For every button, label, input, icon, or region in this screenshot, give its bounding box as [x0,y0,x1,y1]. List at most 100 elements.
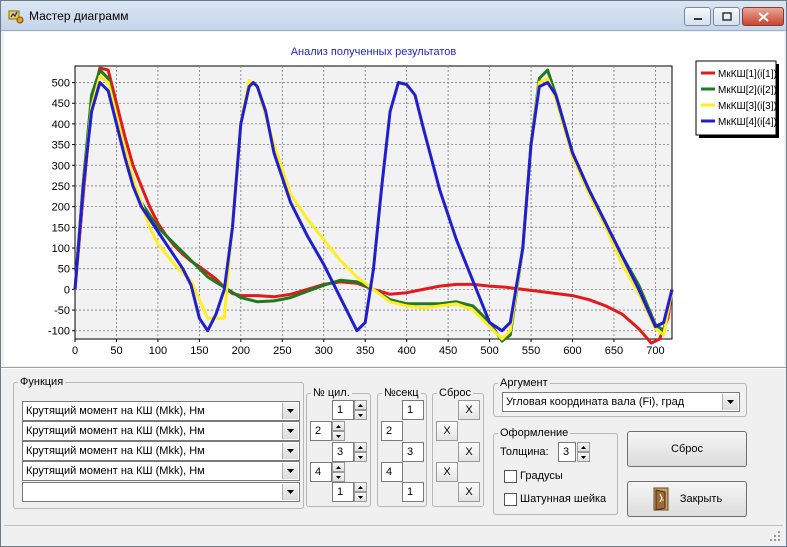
degrees-checkbox[interactable] [504,470,517,483]
function-select-1[interactable]: Крутящий момент на КШ (Mkk), Нм [22,401,300,421]
section-input-4[interactable]: 4 [381,462,403,482]
cylinder-spinner-4[interactable] [332,462,345,482]
chevron-down-icon [282,463,298,479]
x-tick-label: 50 [110,345,122,357]
cylinder-input-1[interactable]: 1 [332,400,354,420]
cylinder-group-title: № цил. [313,387,350,399]
close-button[interactable]: Закрыть [627,481,747,517]
appearance-group: Оформление [493,427,618,515]
y-tick-label: 150 [52,222,70,234]
argument-group: Аргумент [493,377,747,417]
y-tick-label: 500 [52,78,70,90]
maximize-button[interactable] [713,7,740,26]
crank-checkbox[interactable] [504,493,517,506]
spin-up-icon[interactable] [354,482,367,492]
x-tick-label: 700 [646,345,664,357]
spin-up-icon[interactable] [332,462,345,472]
section-input-3[interactable]: 3 [402,442,424,462]
cylinder-input-5[interactable]: 1 [332,482,354,502]
spin-down-icon[interactable] [354,410,367,420]
function-select-5[interactable] [22,482,300,502]
chevron-down-icon [722,394,738,410]
thickness-label: Толщина: [500,446,549,458]
thickness-input[interactable]: 3 [558,442,576,462]
section-group: №секц [377,387,427,507]
spin-up-icon[interactable] [332,421,345,431]
reset-row-2-button[interactable]: X [436,421,458,441]
door-exit-icon [653,487,669,511]
spin-up-icon[interactable] [354,400,367,410]
y-tick-label: 450 [52,98,70,110]
argument-select[interactable]: Угловая координата вала (Fi), град [502,392,740,412]
reset-row-3-button[interactable]: X [458,442,480,462]
minimize-button[interactable] [684,7,711,26]
status-bar [4,525,783,544]
argument-select-value: Угловая координата вала (Fi), град [506,396,685,408]
function-select-2-value: Крутящий момент на КШ (Mkk), Нм [26,425,205,437]
argument-group-title: Аргумент [500,377,548,389]
x-tick-label: 550 [522,345,540,357]
x-tick-label: 250 [273,345,291,357]
chart-app-icon [8,10,24,24]
spin-down-icon[interactable] [577,452,590,462]
cylinder-input-4[interactable]: 4 [310,462,332,482]
y-tick-label: -50 [54,305,70,317]
function-select-3[interactable]: Крутящий момент на КШ (Mkk), Нм [22,441,300,461]
x-tick-label: 300 [315,345,333,357]
reset-column-title: Сброс [439,387,471,399]
y-tick-label: 400 [52,119,70,131]
cylinder-spinner-5[interactable] [354,482,367,502]
function-group-title: Функция [20,376,64,388]
function-select-4[interactable]: Крутящий момент на КШ (Mkk), Нм [22,461,300,481]
reset-column-group: Сброс [432,387,484,507]
spin-down-icon[interactable] [354,492,367,502]
function-select-2[interactable]: Крутящий момент на КШ (Mkk), Нм [22,421,300,441]
window-title: Мастер диаграмм [29,9,129,23]
section-input-1[interactable]: 1 [402,400,424,420]
chevron-down-icon [282,484,298,500]
section-input-2[interactable]: 2 [381,421,403,441]
reset-row-5-button[interactable]: X [458,482,480,502]
maximize-icon [721,12,732,21]
spin-up-icon[interactable] [354,442,367,452]
reset-button-label: Сброс [671,443,703,455]
x-tick-label: 400 [397,345,415,357]
reset-button[interactable]: Сброс [627,431,747,467]
series-line-1 [73,66,674,345]
spin-down-icon[interactable] [332,472,345,482]
section-group-title: №секц [384,387,419,399]
legend-label: МкКШ[2](i[2]) [718,85,777,96]
x-tick-label: 650 [605,345,623,357]
y-tick-label: 300 [52,160,70,172]
x-tick-label: 350 [356,345,374,357]
spin-down-icon[interactable] [332,431,345,441]
spin-up-icon[interactable] [577,442,590,452]
function-select-3-value: Крутящий момент на КШ (Mkk), Нм [26,445,205,457]
chevron-down-icon [282,443,298,459]
close-window-button[interactable] [742,7,784,26]
x-tick-label: 0 [72,345,78,357]
legend-label: МкКШ[1](i[1]) [718,69,777,80]
spin-down-icon[interactable] [354,452,367,462]
x-tick-label: 200 [232,345,250,357]
cylinder-input-3[interactable]: 3 [332,442,354,462]
minimize-icon [693,17,702,20]
resize-grip-icon[interactable] [769,530,781,542]
y-tick-label: 50 [58,264,70,276]
reset-row-4-button[interactable]: X [436,462,458,482]
cylinder-input-2[interactable]: 2 [310,421,332,441]
chevron-down-icon [282,423,298,439]
cylinder-spinner-1[interactable] [354,400,367,420]
close-icon [757,11,769,22]
series-line-4 [73,81,674,333]
x-tick-label: 600 [563,345,581,357]
thickness-spinner[interactable] [577,442,590,462]
cylinder-spinner-3[interactable] [354,442,367,462]
x-tick-label: 150 [190,345,208,357]
section-input-5[interactable]: 1 [402,482,424,502]
appearance-group-title: Оформление [500,427,569,439]
cylinder-spinner-2[interactable] [332,421,345,441]
reset-row-1-button[interactable]: X [458,400,480,420]
title-bar[interactable]: Мастер диаграмм [1,1,786,31]
y-tick-label: 250 [52,181,70,193]
